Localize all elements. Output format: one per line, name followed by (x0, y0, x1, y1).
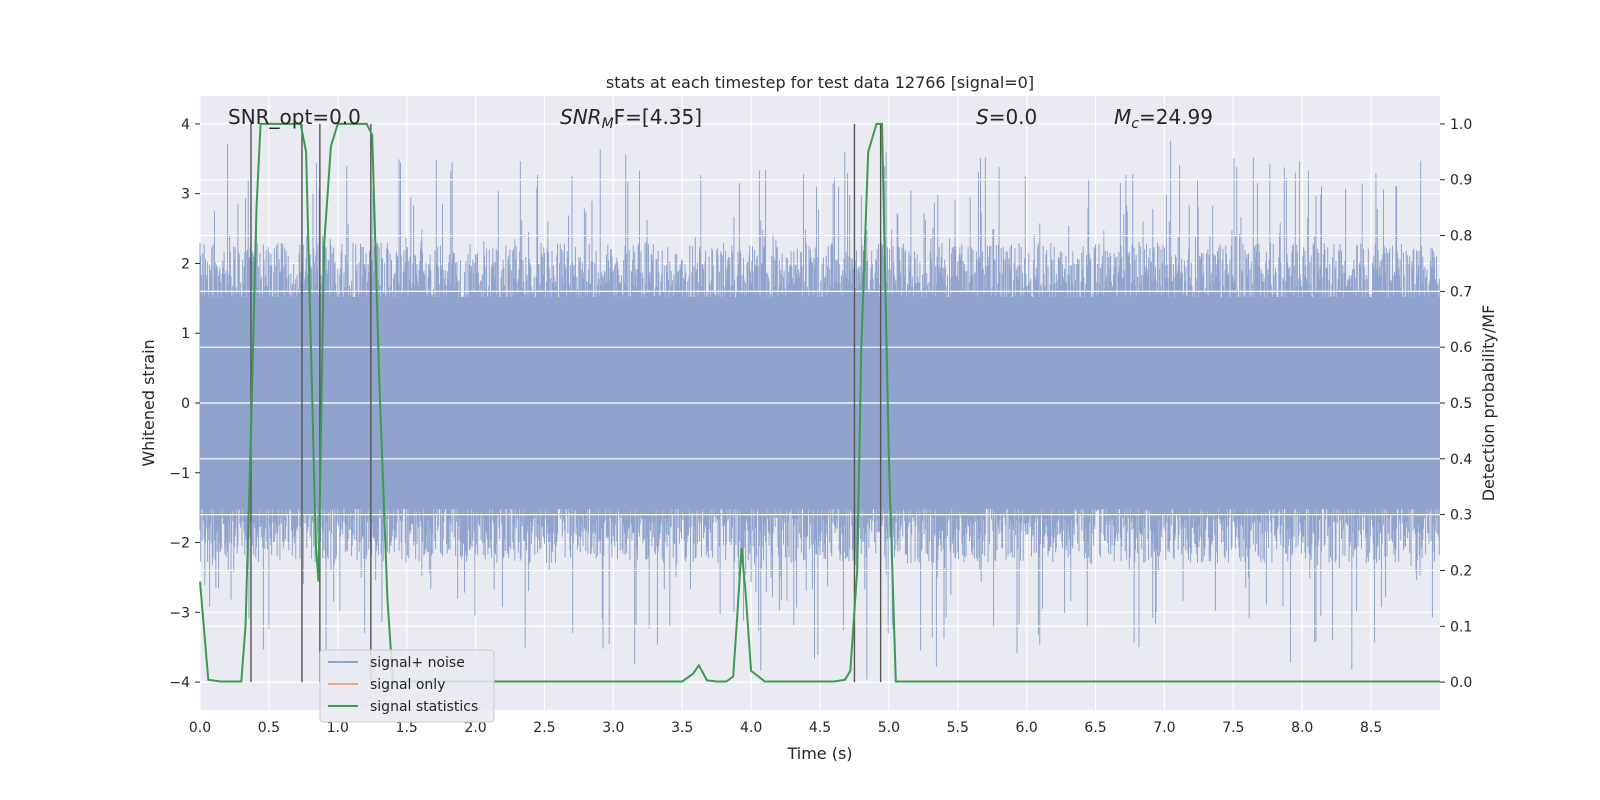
x-tick-label: 3.5 (671, 720, 693, 736)
y-right-tick-label: 0.2 (1450, 563, 1472, 579)
y-right-tick-label: 0.1 (1450, 619, 1472, 635)
legend-label-signal-statistics: signal statistics (370, 699, 478, 715)
x-tick-label: 2.5 (533, 720, 555, 736)
x-tick-label: 6.5 (1084, 720, 1106, 736)
annotation-mc-rest: =24.99 (1139, 105, 1213, 129)
x-tick-labels: 0.0 0.5 1.0 1.5 2.0 2.5 3.0 3.5 4.0 4.5 5.0 5.5 6.0 6… (189, 720, 1382, 736)
x-tick-label: 6.0 (1016, 720, 1038, 736)
x-tick-label: 5.0 (878, 720, 900, 736)
legend-label-signal-only: signal only (370, 677, 445, 693)
annotation-s-rest: =0.0 (989, 105, 1038, 129)
annotation-s: S=0.0 (976, 105, 1037, 129)
y-left-tick-labels: −4 −3 −2 −1 0 1 2 3 4 (169, 117, 200, 691)
y-left-tick-label: 2 (181, 256, 190, 272)
x-tick-label: 1.0 (327, 720, 349, 736)
y-right-tick-label: 0.0 (1450, 675, 1472, 691)
x-tick-label: 0.0 (189, 720, 211, 736)
y-right-tick-label: 0.3 (1450, 508, 1472, 524)
y-left-tick-label: −2 (169, 536, 190, 552)
x-tick-label: 7.0 (1153, 720, 1175, 736)
x-tick-label: 7.5 (1222, 720, 1244, 736)
legend-label-signal-noise: signal+ noise (370, 655, 465, 671)
annotation-snr-mf-sub: M (602, 116, 614, 132)
annotation-snr-opt: SNR_opt=0.0 (228, 105, 361, 129)
annotation-snr-mf-base: SNR (560, 105, 602, 129)
x-tick-label: 0.5 (258, 720, 280, 736)
y-left-tick-label: −1 (169, 466, 190, 482)
y-right-tick-label: 0.9 (1450, 173, 1472, 189)
y-left-tick-label: 1 (181, 326, 190, 342)
legend-box (319, 649, 495, 723)
y-left-tick-label: 3 (181, 187, 190, 203)
y-right-tick-label: 0.8 (1450, 229, 1472, 245)
y-right-tick-label: 0.6 (1450, 340, 1472, 356)
y-right-tick-labels: 0.0 0.1 0.2 0.3 0.4 0.5 0.6 0.7 0.8 0.9 1.0 (1440, 117, 1472, 691)
annotation-mc-sub: c (1131, 116, 1139, 132)
y-right-tick-label: 0.7 (1450, 284, 1472, 300)
annotation-snr-mf-rest: F=[4.35] (614, 105, 702, 129)
legend: signal+ noise signal only signal statist… (319, 649, 495, 723)
y-left-tick-label: −4 (169, 675, 190, 691)
y-left-tick-label: −3 (169, 605, 190, 621)
y-right-tick-label: 0.4 (1450, 452, 1472, 468)
x-axis-label: Time (s) (786, 744, 852, 763)
x-tick-label: 8.5 (1360, 720, 1382, 736)
x-tick-label: 2.0 (464, 720, 486, 736)
annotation-snr-mf: SNRMF=[4.35] (560, 105, 702, 132)
y-axis-right-label: Detection probability/MF (1479, 305, 1498, 502)
y-right-tick-label: 1.0 (1450, 117, 1472, 133)
series-signal-statistics (199, 122, 1440, 683)
x-tick-label: 8.0 (1291, 720, 1313, 736)
y-axis-left-label: Whitened strain (139, 339, 158, 466)
annotation-mc-base: M (1114, 105, 1131, 129)
x-tick-label: 5.5 (947, 720, 969, 736)
y-right-tick-label: 0.5 (1450, 396, 1472, 412)
y-left-tick-label: 0 (181, 396, 190, 412)
y-left-tick-label: 4 (181, 117, 190, 133)
x-tick-label: 3.0 (602, 720, 624, 736)
x-tick-label: 4.0 (740, 720, 762, 736)
x-tick-label: 1.5 (396, 720, 418, 736)
chart-title: stats at each timestep for test data 127… (606, 73, 1034, 92)
annotation-s-italic: S (976, 105, 989, 129)
annotation-mc: Mc=24.99 (1114, 105, 1213, 132)
x-tick-label: 4.5 (809, 720, 831, 736)
